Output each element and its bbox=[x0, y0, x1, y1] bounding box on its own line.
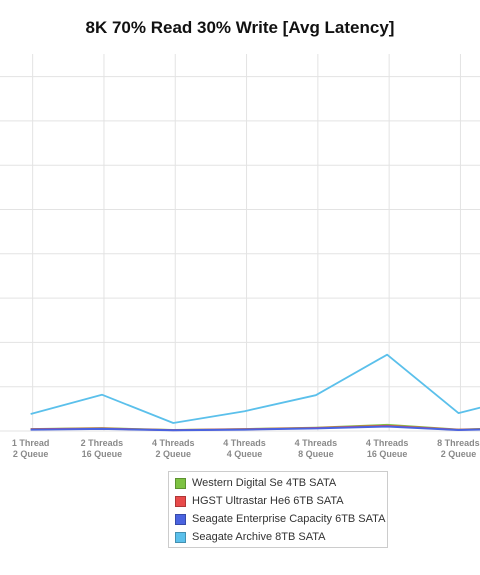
x-tick-label: 1 Thread 2 Queue bbox=[12, 438, 50, 459]
series-line-3 bbox=[30, 353, 480, 424]
legend-swatch bbox=[175, 531, 186, 543]
legend-item-seagate-archive[interactable]: Seagate Archive 8TB SATA bbox=[175, 529, 326, 545]
legend: Western Digital Se 4TB SATA HGST Ultrast… bbox=[168, 471, 388, 548]
legend-label: Seagate Enterprise Capacity 6TB SATA bbox=[192, 513, 386, 525]
line-chart: 1 Thread 2 Queue 2 Threads 16 Queue 4 Thread… bbox=[0, 54, 480, 459]
grid bbox=[0, 54, 480, 432]
legend-swatch bbox=[175, 513, 186, 525]
legend-swatch bbox=[175, 495, 186, 507]
legend-item-wd-se[interactable]: Western Digital Se 4TB SATA bbox=[175, 475, 336, 491]
legend-swatch bbox=[175, 477, 186, 489]
series-line-2 bbox=[30, 425, 480, 432]
legend-item-hgst-he6[interactable]: HGST Ultrastar He6 6TB SATA bbox=[175, 493, 344, 509]
legend-label: Seagate Archive 8TB SATA bbox=[192, 531, 326, 543]
x-axis-tick-labels: 1 Thread 2 Queue 2 Threads 16 Queue 4 Thread… bbox=[12, 438, 480, 459]
x-tick-label: 2 Threads 16 Queue bbox=[81, 438, 124, 459]
chart-title: 8K 70% Read 30% Write [Avg Latency] bbox=[85, 18, 395, 37]
x-tick-label: 4 Threads 16 Queue bbox=[366, 438, 409, 459]
x-tick-label: 8 Threads 2 Queue bbox=[437, 438, 480, 459]
legend-item-seagate-enterprise[interactable]: Seagate Enterprise Capacity 6TB SATA bbox=[175, 511, 385, 527]
series-lines bbox=[30, 353, 480, 432]
x-tick-label: 4 Threads 2 Queue bbox=[152, 438, 195, 459]
legend-label: Western Digital Se 4TB SATA bbox=[192, 477, 337, 489]
legend-label: HGST Ultrastar He6 6TB SATA bbox=[192, 495, 344, 507]
x-tick-label: 4 Threads 4 Queue bbox=[223, 438, 266, 459]
x-tick-label: 4 Threads 8 Queue bbox=[295, 438, 338, 459]
